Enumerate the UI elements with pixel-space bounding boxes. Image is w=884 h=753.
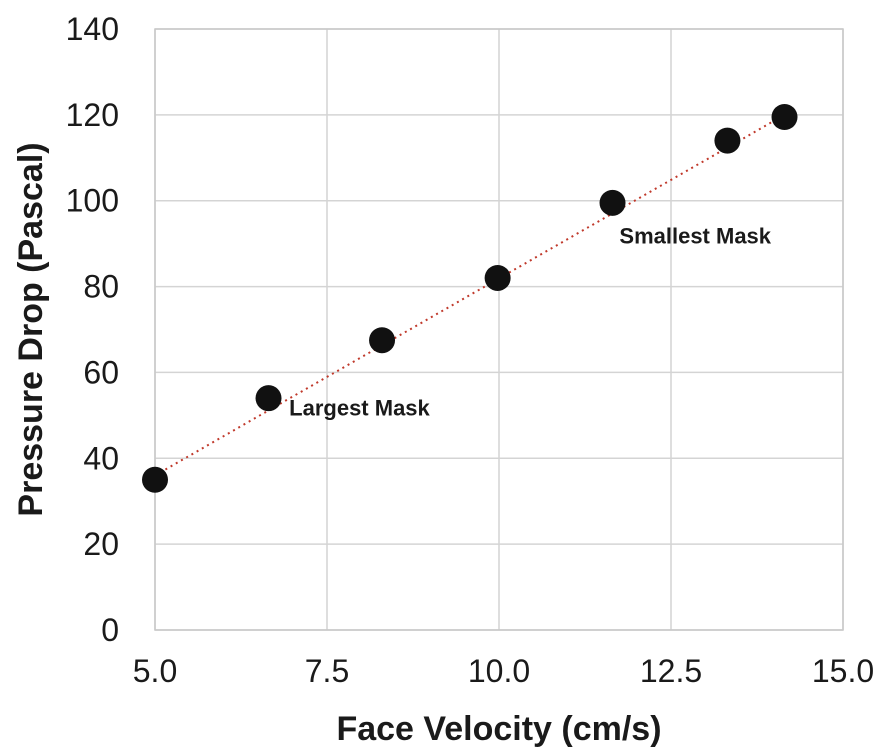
- x-tick-label: 5.0: [133, 653, 177, 689]
- x-tick-label: 7.5: [305, 653, 349, 689]
- data-point: [714, 127, 741, 154]
- data-point: [142, 466, 168, 493]
- y-tick-label: 120: [66, 97, 119, 133]
- plot-area-frame: [154, 28, 844, 631]
- data-point: [771, 104, 798, 131]
- x-axis-title: Face Velocity (cm/s): [336, 710, 661, 748]
- annotation-label: Smallest Mask: [619, 224, 771, 249]
- y-tick-label: 80: [83, 269, 119, 305]
- y-tick-label: 0: [101, 612, 119, 648]
- y-tick-label: 20: [83, 526, 119, 562]
- x-tick-label: 15.0: [812, 653, 874, 689]
- data-point: [255, 385, 282, 412]
- x-tick-label: 10.0: [468, 653, 530, 689]
- data-point: [369, 327, 396, 354]
- data-point: [599, 189, 626, 216]
- data-points: [142, 104, 798, 493]
- data-point: [484, 264, 511, 291]
- x-axis-tick-labels: 5.0 7.5 10.0 12.5 15.0: [133, 653, 874, 689]
- trendline: [154, 113, 786, 477]
- annotations: Largest Mask Smallest Mask: [289, 224, 772, 421]
- grid-lines: [154, 28, 844, 631]
- y-tick-label: 60: [83, 354, 119, 390]
- y-tick-label: 140: [66, 11, 119, 47]
- annotation-label: Largest Mask: [289, 395, 430, 420]
- y-tick-label: 40: [83, 440, 119, 476]
- y-axis-tick-labels: 0 20 40 60 80 100 120 140: [66, 11, 119, 648]
- x-tick-label: 12.5: [640, 653, 702, 689]
- trendline-layer: [154, 113, 786, 477]
- y-axis-title: Pressure Drop (Pascal): [12, 142, 50, 516]
- y-tick-label: 100: [66, 183, 119, 219]
